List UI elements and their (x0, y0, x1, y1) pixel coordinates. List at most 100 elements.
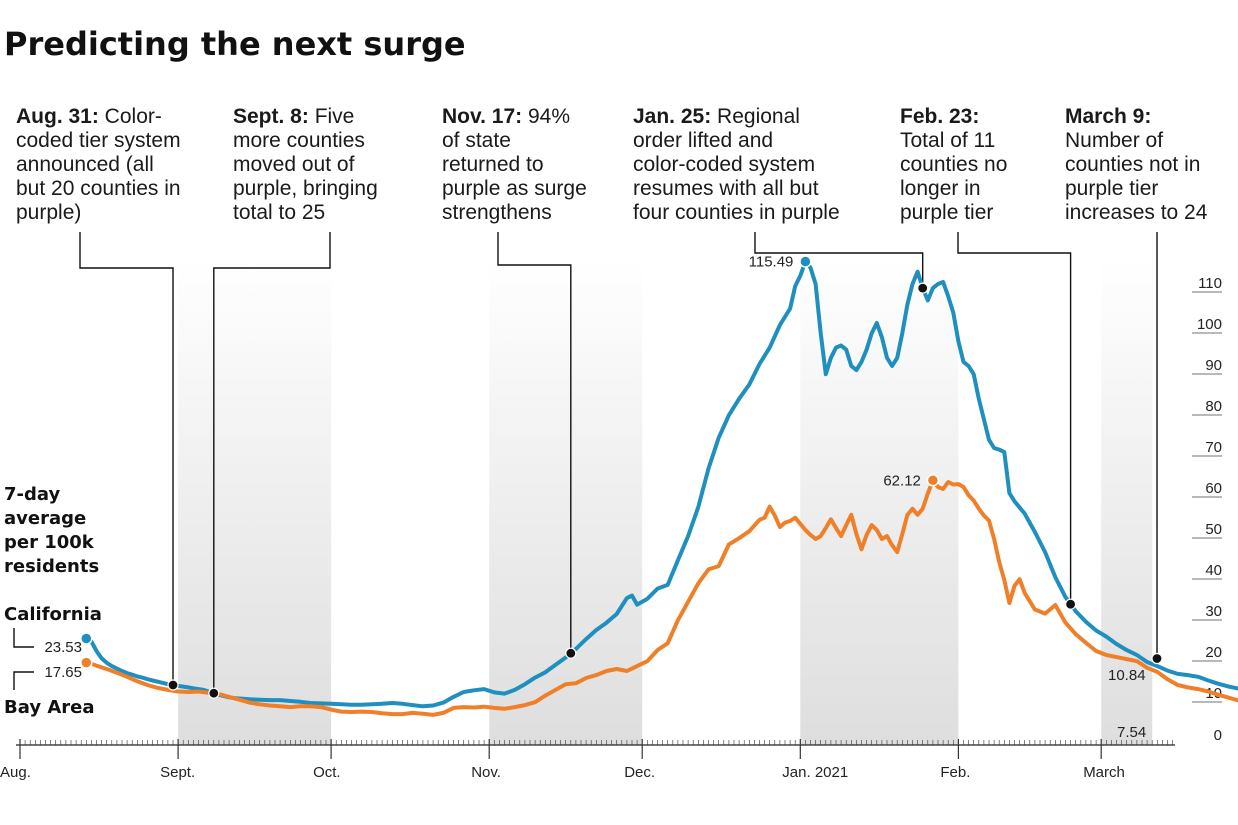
x-tick-label: Sept. (160, 764, 195, 781)
annotation-marker-5 (1151, 652, 1163, 665)
california-bracket (13, 628, 34, 648)
annotation-line: purple, bringing (233, 177, 378, 200)
annotation-line: but 20 counties in (16, 177, 181, 200)
month-bands (178, 260, 1153, 745)
annotation-line: strengthens (442, 201, 552, 224)
y-tick-label: 40 (1205, 562, 1222, 579)
annotation-0: Aug. 31: Color-coded tier system announce… (16, 105, 181, 224)
annotation-marker-3 (917, 282, 929, 294)
y-tick-label: 50 (1205, 521, 1222, 538)
y-tick-label: 80 (1205, 398, 1222, 415)
shaded-band-0 (178, 260, 332, 745)
y-tick-label: 90 (1205, 357, 1222, 374)
california-label: California (4, 604, 102, 625)
california-peak-dot (799, 255, 812, 268)
annotation-5: March 9: Number of counties not in purple t… (1065, 105, 1208, 224)
annotation-line: 94% (522, 105, 570, 128)
y-tick-label: 0 (1214, 727, 1222, 744)
annotation-marker-4 (1064, 598, 1077, 610)
annotation-line: order lifted and (633, 129, 773, 152)
x-tick-label: Jan. 2021 (782, 764, 848, 781)
shaded-band-1 (489, 260, 643, 745)
california-peak-label: 115.49 (749, 253, 794, 270)
annotation-markers (167, 282, 1163, 699)
annotation-line: counties not in (1065, 153, 1200, 176)
y-axis-label-line: average (4, 508, 86, 529)
annotation-date: Feb. 23: (900, 105, 979, 128)
california-end-label: 10.84 (1108, 667, 1146, 684)
y-tick-label: 100 (1197, 316, 1222, 333)
bay-area-label: Bay Area (4, 697, 94, 718)
annotation-leaders (79, 232, 1158, 694)
annotation-date: Nov. 17: (442, 105, 522, 128)
annotation-leader-1 (213, 232, 331, 694)
x-tick-label: Aug. (0, 764, 31, 781)
annotation-marker-0 (167, 679, 179, 691)
x-tick-label: Nov. (471, 764, 501, 781)
series-line-1 (84, 478, 1238, 717)
annotation-line: returned to (442, 153, 544, 176)
annotation-line: resumes with all but (633, 177, 819, 200)
y-axis-label-line: per 100k (4, 532, 95, 553)
annotation-line: Total of 11 (900, 129, 995, 152)
bay-area-peak-dot (926, 474, 940, 487)
y-tick-label: 60 (1205, 480, 1222, 497)
annotation-date: Jan. 25: (633, 105, 711, 128)
x-axis: Aug. Sept. Oct. Nov. Dec. Jan. 2021 Feb. March (0, 739, 1175, 781)
annotation-leader-4 (957, 232, 1072, 605)
annotation-date: Sept. 8: (233, 105, 309, 128)
y-tick-label: 20 (1205, 644, 1222, 661)
annotation-texts: Aug. 31: Color-coded tier system announce… (16, 105, 1208, 224)
california-start-label: 23.53 (44, 639, 82, 656)
y-tick-label: 110 (1198, 275, 1222, 292)
y-tick-label: 70 (1205, 439, 1222, 456)
annotation-line: coded tier system (16, 129, 181, 152)
annotation-line: more counties (233, 129, 365, 152)
x-tick-label: Dec. (624, 764, 655, 781)
annotation-line: purple as surge (442, 177, 587, 200)
annotation-line: purple tier (900, 201, 993, 224)
annotation-leader-3 (754, 232, 924, 289)
annotation-leader-0 (79, 232, 174, 685)
annotation-line: Number of (1065, 129, 1163, 152)
bay-area-bracket (13, 671, 34, 690)
x-tick-label: Feb. (940, 764, 970, 781)
shaded-band-2 (800, 260, 959, 745)
series-labels: California Bay Area (4, 604, 102, 718)
bay-area-end-label: 7.54 (1117, 724, 1146, 741)
annotation-marker-2 (565, 647, 577, 659)
annotation-line: purple) (16, 201, 81, 224)
annotation-line: of state (442, 129, 511, 152)
annotation-line: moved out of (233, 153, 355, 176)
annotation-3: Jan. 25: Regional order lifted and color-c… (633, 105, 840, 224)
x-tick-label: Oct. (313, 764, 341, 781)
y-axis-label-line: residents (4, 556, 99, 577)
annotation-marker-1 (208, 687, 220, 699)
annotation-line: increases to 24 (1065, 201, 1208, 224)
y-axis-label-text: 7-day average per 100k residents (4, 484, 99, 577)
annotation-date: March 9: (1065, 105, 1151, 128)
bay-area-peak-label: 62.12 (883, 472, 921, 489)
bay-area-start-label: 17.65 (44, 664, 82, 681)
annotation-2: Nov. 17: 94% of state returned to purple as… (442, 105, 587, 224)
value-labels: 23.53 17.65 115.49 62.12 10.84 7.54 (44, 253, 1146, 741)
california-start-dot (80, 632, 93, 645)
bay-area-start-dot (80, 656, 93, 669)
annotation-date: Aug. 31: (16, 105, 99, 128)
annotation-line: announced (all (16, 153, 154, 176)
annotation-leader-2 (497, 232, 572, 654)
annotation-4: Feb. 23: Total of 11 counties no longer in p… (900, 105, 1007, 224)
annotation-line: color-coded system (633, 153, 815, 176)
y-axis-label-line: 7-day (4, 484, 60, 505)
annotation-line: counties no (900, 153, 1007, 176)
annotation-line: longer in (900, 177, 981, 200)
chart-title: Predicting the next surge (4, 25, 466, 63)
annotation-line: purple tier (1065, 177, 1158, 200)
x-tick-label: March (1083, 764, 1125, 781)
annotation-line: Regional (711, 105, 800, 128)
annotation-line: total to 25 (233, 201, 325, 224)
annotation-line: four counties in purple (633, 201, 840, 224)
annotation-line: Five (309, 105, 355, 128)
